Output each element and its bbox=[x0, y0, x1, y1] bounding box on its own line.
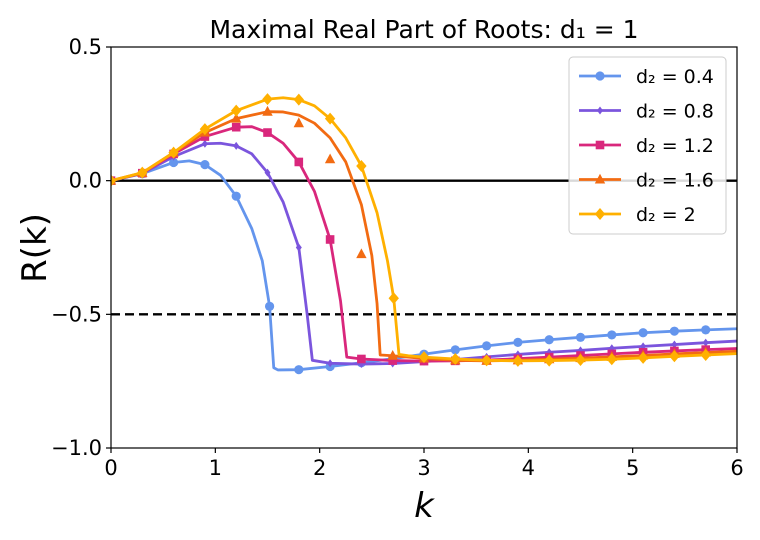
legend-marker bbox=[597, 106, 603, 115]
legend-entry-4: d₂ = 2 bbox=[579, 204, 696, 226]
data-point bbox=[293, 93, 304, 106]
data-point bbox=[671, 340, 678, 349]
data-point bbox=[231, 104, 242, 117]
legend-marker bbox=[594, 208, 606, 220]
x-tick-label: 1 bbox=[209, 456, 222, 480]
legend-entry-2: d₂ = 1.2 bbox=[579, 135, 714, 157]
data-point bbox=[200, 160, 210, 170]
y-tick-label: 0.0 bbox=[69, 169, 102, 193]
data-point bbox=[638, 328, 648, 338]
data-point bbox=[111, 174, 117, 187]
data-point bbox=[450, 352, 461, 365]
legend-label: d₂ = 0.8 bbox=[636, 101, 714, 123]
y-tick-label: 0.5 bbox=[69, 35, 102, 59]
legend-box bbox=[568, 56, 727, 235]
chart-title: Maximal Real Part of Roots: d₁ = 1 bbox=[209, 15, 638, 44]
series-line bbox=[111, 110, 737, 363]
data-point bbox=[325, 235, 335, 244]
data-point bbox=[295, 243, 302, 252]
legend-label: d₂ = 1.6 bbox=[636, 170, 714, 192]
data-point bbox=[169, 157, 179, 168]
x-tick-label: 3 bbox=[417, 456, 430, 480]
data-point bbox=[293, 117, 304, 128]
y-tick-label: −1.0 bbox=[51, 436, 102, 460]
data-point bbox=[168, 146, 179, 159]
data-point bbox=[327, 359, 334, 368]
data-point bbox=[356, 159, 367, 172]
data-point bbox=[481, 354, 492, 367]
data-point bbox=[513, 337, 523, 348]
axes: 0 1 2 3 4 5 6 0.5 0.0 −0.5 −1.0 bbox=[51, 35, 744, 480]
data-point bbox=[606, 353, 617, 366]
data-point bbox=[231, 112, 242, 123]
data-point bbox=[701, 325, 711, 335]
legend-marker bbox=[594, 173, 606, 184]
data-point bbox=[450, 345, 460, 355]
y-tick-label: −0.5 bbox=[51, 302, 102, 326]
data-point bbox=[575, 332, 586, 342]
legend: d₂ = 0.4 d₂ = 0.8 d₂ = 1.2 d₂ = 1.6 d₂ = 2 bbox=[568, 56, 727, 235]
data-point bbox=[482, 341, 492, 351]
plot-series-group bbox=[111, 93, 737, 375]
data-point bbox=[263, 128, 272, 137]
data-point bbox=[669, 350, 680, 363]
data-point bbox=[637, 351, 649, 364]
x-tick-label: 4 bbox=[522, 456, 535, 480]
data-point bbox=[418, 351, 430, 364]
data-point bbox=[294, 365, 304, 375]
legend-label: d₂ = 0.4 bbox=[636, 66, 714, 88]
data-point bbox=[294, 157, 304, 167]
x-tick-label: 2 bbox=[313, 456, 326, 480]
plot-area bbox=[111, 93, 737, 375]
data-point bbox=[575, 354, 586, 367]
data-point bbox=[200, 132, 210, 141]
data-point bbox=[324, 153, 336, 164]
data-point bbox=[231, 122, 241, 132]
legend-marker bbox=[595, 140, 605, 150]
data-point bbox=[201, 139, 208, 148]
data-point bbox=[231, 191, 241, 201]
legend-label: d₂ = 2 bbox=[636, 204, 696, 226]
data-point bbox=[702, 338, 709, 347]
x-axis-label: k bbox=[414, 486, 435, 526]
legend-entry-3: d₂ = 1.6 bbox=[579, 170, 714, 192]
y-axis-label: R(k) bbox=[15, 213, 55, 283]
data-point bbox=[324, 112, 336, 125]
data-point bbox=[544, 354, 555, 367]
data-point bbox=[388, 356, 397, 365]
x-tick-label: 5 bbox=[626, 456, 639, 480]
data-point bbox=[262, 105, 273, 116]
data-point bbox=[356, 248, 367, 259]
data-point bbox=[669, 326, 680, 336]
data-point bbox=[233, 141, 240, 150]
x-tick-label: 0 bbox=[104, 456, 117, 480]
data-point bbox=[264, 301, 275, 311]
data-point bbox=[199, 123, 211, 136]
data-point bbox=[512, 354, 524, 367]
data-point bbox=[388, 292, 399, 305]
x-tick-label: 6 bbox=[730, 456, 743, 480]
data-point bbox=[137, 166, 148, 179]
data-point bbox=[262, 93, 273, 106]
legend-marker bbox=[595, 71, 605, 81]
data-point bbox=[387, 349, 398, 360]
series-line bbox=[111, 141, 737, 366]
data-point bbox=[700, 348, 711, 361]
series-4 bbox=[111, 93, 737, 367]
data-point bbox=[357, 354, 366, 364]
data-point bbox=[264, 168, 271, 177]
legend-entry-0: d₂ = 0.4 bbox=[579, 66, 714, 88]
data-point bbox=[607, 330, 617, 340]
legend-entry-1: d₂ = 0.8 bbox=[579, 101, 714, 123]
legend-label: d₂ = 1.2 bbox=[636, 135, 714, 157]
series-line bbox=[111, 96, 737, 363]
data-point bbox=[544, 335, 554, 345]
